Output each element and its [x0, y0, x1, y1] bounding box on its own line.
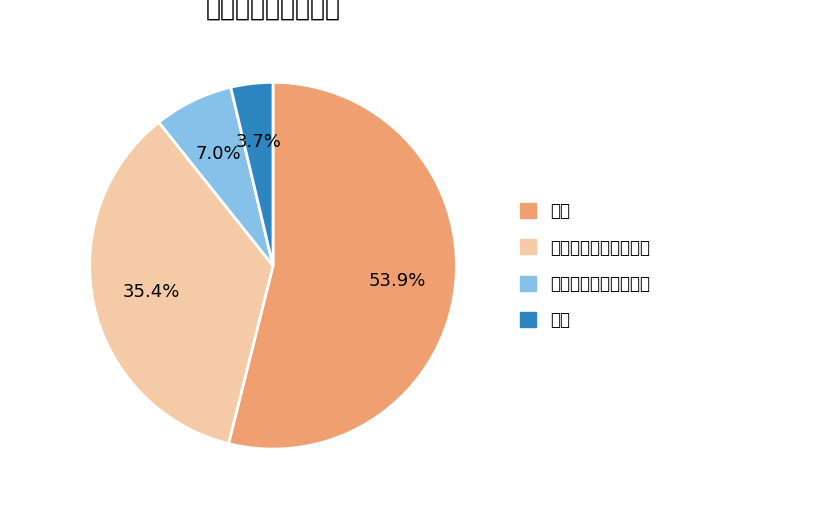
Wedge shape — [159, 87, 273, 266]
Text: 35.4%: 35.4% — [123, 283, 180, 301]
Wedge shape — [90, 122, 273, 443]
Text: 53.9%: 53.9% — [368, 272, 425, 290]
Title: チーズが好きですか: チーズが好きですか — [206, 0, 340, 21]
Text: 3.7%: 3.7% — [235, 133, 281, 151]
Legend: 好き, どちらかというと好き, どちらかというと嫌い, 嫌い: 好き, どちらかというと好き, どちらかというと嫌い, 嫌い — [520, 202, 650, 329]
Wedge shape — [228, 82, 456, 449]
Wedge shape — [231, 82, 273, 266]
Text: 7.0%: 7.0% — [196, 144, 241, 163]
